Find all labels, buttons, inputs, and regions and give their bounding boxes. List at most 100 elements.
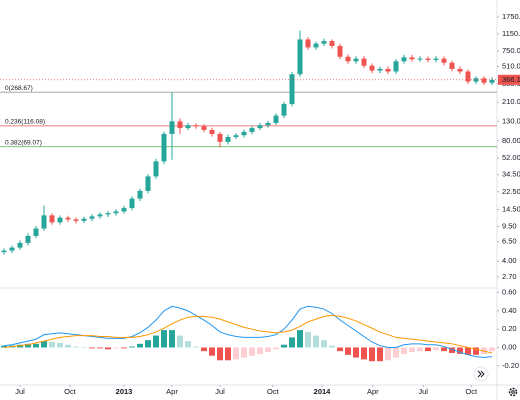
y-tick-label: 34.50 bbox=[502, 170, 520, 179]
x-tick-label: Apr bbox=[166, 387, 178, 396]
histogram-bar bbox=[321, 340, 327, 348]
x-tick-label: Apr bbox=[367, 387, 379, 396]
histogram-bar bbox=[329, 345, 335, 348]
y-tick-label: 130.0 bbox=[502, 116, 520, 125]
candle-body bbox=[41, 215, 47, 229]
candle-body bbox=[305, 39, 311, 48]
candle-body bbox=[33, 228, 39, 236]
candle-body bbox=[417, 58, 423, 60]
histogram-bar bbox=[401, 347, 407, 354]
candle-body bbox=[281, 104, 287, 116]
x-tick-label: Oct bbox=[465, 387, 478, 396]
candle-body bbox=[465, 71, 471, 82]
histogram-bar bbox=[65, 344, 71, 348]
candle-body bbox=[25, 235, 31, 243]
histogram-bar bbox=[417, 347, 423, 352]
y-tick-label: 510.0 bbox=[502, 61, 520, 70]
candle-body bbox=[457, 68, 463, 72]
candle-body bbox=[81, 218, 87, 221]
y-tick-label: 4.00 bbox=[502, 256, 517, 265]
candle-body bbox=[201, 126, 207, 130]
candle-body bbox=[161, 133, 167, 162]
candle-body bbox=[249, 128, 255, 132]
histogram-bar bbox=[273, 347, 279, 350]
histogram-bar bbox=[25, 343, 31, 348]
candle-body bbox=[433, 58, 439, 60]
candle-body bbox=[97, 214, 103, 217]
candle-body bbox=[209, 129, 215, 134]
histogram-bar bbox=[297, 330, 303, 348]
x-tick-label: 2014 bbox=[314, 387, 332, 396]
histogram-bar bbox=[353, 347, 359, 358]
candle-body bbox=[449, 62, 455, 69]
x-tick-label: Jul bbox=[215, 387, 225, 396]
histogram-bar bbox=[457, 347, 463, 354]
candle-body bbox=[321, 41, 327, 44]
y-tick-label: 1150.0 bbox=[502, 29, 520, 38]
histogram-bar bbox=[217, 347, 223, 361]
histogram-bar bbox=[193, 346, 199, 348]
candle-body bbox=[177, 121, 183, 129]
y-tick-label: 210.0 bbox=[502, 97, 520, 106]
histogram-bar bbox=[41, 341, 47, 348]
candle-body bbox=[73, 219, 79, 221]
histogram-bar bbox=[113, 347, 119, 349]
histogram-bar bbox=[265, 347, 271, 353]
x-tick-label: Jul bbox=[15, 387, 25, 396]
candle-body bbox=[481, 78, 487, 83]
y-tick-label: 0.60 bbox=[502, 288, 517, 297]
candle-body bbox=[49, 215, 55, 223]
y-tick-label: -0.20 bbox=[502, 361, 519, 370]
y-tick-label: 52.00 bbox=[502, 153, 520, 162]
candle-body bbox=[9, 247, 15, 251]
y-tick-label: 0.00 bbox=[502, 342, 517, 351]
candle-body bbox=[233, 135, 239, 138]
candle-body bbox=[441, 58, 447, 63]
macd-line bbox=[3, 314, 493, 354]
histogram-bar bbox=[49, 341, 55, 348]
candle-body bbox=[57, 217, 63, 223]
candle-body bbox=[337, 45, 343, 57]
y-tick-label: 14.50 bbox=[502, 204, 520, 213]
candle-body bbox=[273, 115, 279, 123]
settings-button[interactable] bbox=[508, 387, 518, 397]
histogram-bar bbox=[289, 337, 295, 348]
candle-body bbox=[145, 176, 151, 191]
scroll-button[interactable] bbox=[473, 366, 489, 382]
candle-body bbox=[489, 79, 495, 83]
histogram-bar bbox=[281, 344, 287, 348]
histogram-bar bbox=[137, 343, 143, 348]
histogram-bar bbox=[257, 347, 263, 354]
histogram-bar bbox=[313, 335, 319, 348]
candle-body bbox=[473, 78, 479, 82]
histogram-bar bbox=[361, 347, 367, 360]
candle-body bbox=[193, 125, 199, 127]
candle-body bbox=[425, 58, 431, 60]
histogram-bar bbox=[129, 346, 135, 348]
candle-body bbox=[393, 61, 399, 72]
histogram-bar bbox=[225, 347, 231, 361]
histogram-bar bbox=[425, 347, 431, 352]
y-tick-label: 6.50 bbox=[502, 237, 517, 246]
histogram-bar bbox=[169, 330, 175, 348]
candle-body bbox=[129, 198, 135, 209]
histogram-bar bbox=[57, 342, 63, 348]
candle-body bbox=[89, 216, 95, 219]
candle-body bbox=[313, 43, 319, 48]
candle-body bbox=[153, 161, 159, 177]
candle-body bbox=[105, 213, 111, 215]
candle-body bbox=[377, 68, 383, 71]
candle-body bbox=[65, 217, 71, 220]
histogram-bar bbox=[73, 346, 79, 348]
y-tick-label: 22.50 bbox=[502, 187, 520, 196]
x-tick-label: Jul bbox=[418, 387, 428, 396]
y-tick-label: 750.0 bbox=[502, 46, 520, 55]
candle-body bbox=[289, 74, 295, 105]
last-price-label: 366.16 bbox=[502, 75, 520, 84]
fib-label: 0.236(116.08) bbox=[5, 119, 45, 126]
candle-body bbox=[225, 137, 231, 142]
histogram-bar bbox=[441, 347, 447, 352]
fib-label: 0(268.67) bbox=[5, 85, 33, 92]
histogram-bar bbox=[81, 347, 87, 348]
